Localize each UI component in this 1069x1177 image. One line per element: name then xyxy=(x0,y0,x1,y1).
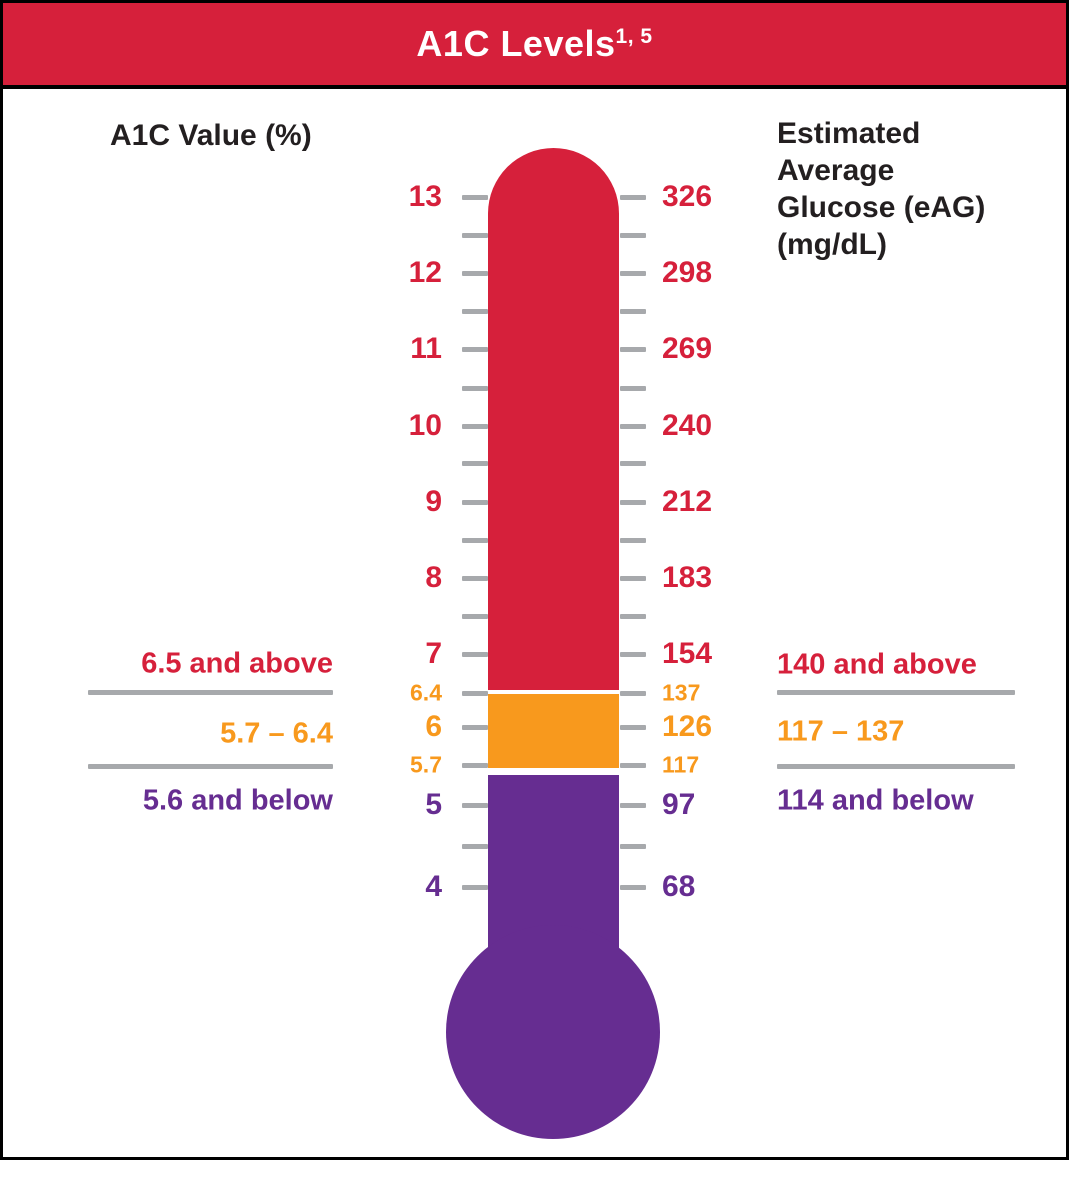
scale-tick xyxy=(620,500,646,505)
separator-line xyxy=(777,764,1015,769)
a1c-range-normal: 5.6 and below xyxy=(142,784,333,817)
thermometer-bulb xyxy=(446,925,660,1139)
scale-tick xyxy=(620,271,646,276)
chart-header: A1C Levels1, 5 xyxy=(3,3,1066,89)
scale-tick xyxy=(620,195,646,200)
scale-tick xyxy=(620,725,646,730)
eag-scale-value: 183 xyxy=(662,561,713,594)
a1c-scale-value: 7 xyxy=(425,637,442,670)
scale-tick xyxy=(620,461,646,466)
eag-scale-value: 117 xyxy=(662,751,700,778)
scale-tick xyxy=(620,885,646,890)
thermometer-orange-segment xyxy=(488,694,619,768)
a1c-scale-value: 11 xyxy=(410,332,442,365)
a1c-range-diabetes: 6.5 and above xyxy=(141,647,333,680)
eag-scale-value: 126 xyxy=(662,710,713,743)
a1c-scale-value: 13 xyxy=(408,180,442,213)
eag-range-diabetes: 140 and above xyxy=(777,648,977,681)
scale-tick xyxy=(462,576,488,581)
scale-tick xyxy=(620,844,646,849)
scale-tick xyxy=(462,309,488,314)
scale-tick xyxy=(462,461,488,466)
scale-tick xyxy=(462,386,488,391)
a1c-scale-value: 6.4 xyxy=(410,679,442,706)
eag-scale-value: 68 xyxy=(662,870,696,903)
a1c-scale-value: 5 xyxy=(425,788,442,821)
scale-tick xyxy=(620,652,646,657)
eag-scale-value: 154 xyxy=(662,637,713,670)
scale-tick xyxy=(462,652,488,657)
a1c-scale-value: 5.7 xyxy=(410,751,442,778)
separator-line xyxy=(88,690,333,695)
separator-line xyxy=(777,690,1015,695)
a1c-column-header: A1C Value (%) xyxy=(110,119,312,152)
scale-tick xyxy=(462,614,488,619)
scale-tick xyxy=(462,424,488,429)
scale-tick xyxy=(620,233,646,238)
a1c-scale-value: 10 xyxy=(408,409,442,442)
eag-scale-value: 97 xyxy=(662,788,696,821)
chart-title-text: A1C Levels xyxy=(416,23,616,64)
scale-tick xyxy=(462,803,488,808)
a1c-scale-value: 6 xyxy=(425,710,442,743)
eag-column-header: Estimated Average Glucose (eAG) (mg/dL) xyxy=(777,115,985,263)
scale-tick xyxy=(620,424,646,429)
scale-tick xyxy=(620,309,646,314)
scale-tick xyxy=(620,691,646,696)
scale-tick xyxy=(620,803,646,808)
scale-tick xyxy=(462,763,488,768)
scale-tick xyxy=(620,576,646,581)
eag-scale-value: 212 xyxy=(662,485,713,518)
eag-scale-value: 137 xyxy=(662,679,701,706)
scale-tick xyxy=(462,844,488,849)
a1c-scale-value: 4 xyxy=(425,870,442,903)
scale-tick xyxy=(462,691,488,696)
eag-scale-value: 240 xyxy=(662,409,713,442)
scale-tick xyxy=(462,500,488,505)
a1c-scale-value: 8 xyxy=(425,561,442,594)
scale-tick xyxy=(462,347,488,352)
scale-tick xyxy=(462,195,488,200)
separator-line xyxy=(88,764,333,769)
eag-header-line-2: Average xyxy=(777,154,895,187)
scale-tick xyxy=(620,347,646,352)
scale-tick xyxy=(462,233,488,238)
eag-scale-value: 326 xyxy=(662,180,713,213)
scale-tick xyxy=(620,386,646,391)
eag-scale-value: 269 xyxy=(662,332,713,365)
scale-tick xyxy=(620,538,646,543)
scale-tick xyxy=(620,614,646,619)
eag-header-line-4: (mg/dL) xyxy=(777,228,887,261)
eag-range-normal: 114 and below xyxy=(777,784,974,817)
eag-header-line-1: Estimated xyxy=(777,117,921,150)
a1c-range-prediabetes: 5.7 – 6.4 xyxy=(220,717,333,750)
scale-tick xyxy=(462,725,488,730)
eag-range-prediabetes: 117 – 137 xyxy=(777,715,905,748)
scale-tick xyxy=(620,763,646,768)
eag-header-line-3: Glucose (eAG) xyxy=(777,191,986,224)
chart-title: A1C Levels1, 5 xyxy=(416,23,652,65)
eag-scale-value: 298 xyxy=(662,256,713,289)
scale-tick xyxy=(462,538,488,543)
scale-tick xyxy=(462,271,488,276)
chart-title-superscript: 1, 5 xyxy=(615,25,653,48)
a1c-scale-value: 12 xyxy=(408,256,442,289)
thermometer-red-segment xyxy=(488,148,619,690)
a1c-scale-value: 9 xyxy=(425,485,442,518)
scale-tick xyxy=(462,885,488,890)
